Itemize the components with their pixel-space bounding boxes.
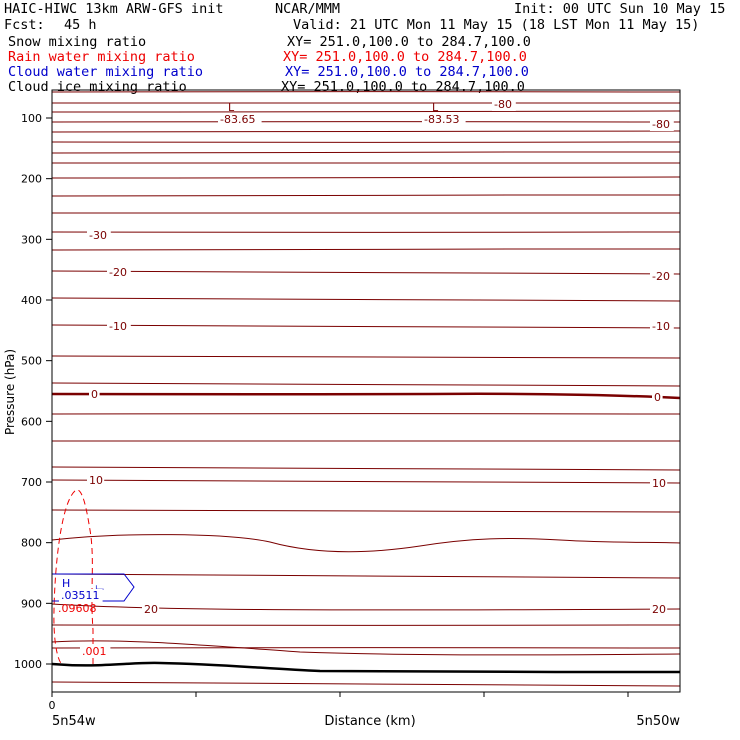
label-10-left-bg [87,474,105,487]
rain-water-contour-label-bg [80,645,111,658]
low-value-1-bg [218,113,262,126]
y-tick-label-2: 300 [21,233,42,246]
isotherm-line [51,382,681,387]
label-10-right: 10 [652,477,666,490]
ground-surface [51,661,681,674]
label-m80-right: -80 [652,118,670,131]
y-tick-label-6: 700 [21,476,42,489]
x-axis-label: Distance (km) [324,714,415,729]
isotherm-line [51,297,681,302]
isotherm-line [51,194,681,197]
isotherm-line [51,248,681,251]
label-m20-left: -20 [109,266,127,279]
rain-water-contour [53,489,94,665]
isotherm-wave [51,534,681,553]
plot-frame [51,89,681,693]
label-20-right: 20 [652,603,666,616]
y-tick-label-4: 500 [21,355,42,368]
label-0-left-bg [89,388,100,401]
label-m10-left-bg [107,320,131,333]
x-endpoint-right: 5n50w [636,714,680,729]
isotherm-line [51,509,681,513]
label-m20-right-bg [650,270,674,283]
legend-cloud-ice-xy: XY= 251.0,100.0 to 284.7,100.0 [281,79,525,95]
x-tick-label-0: 0 [49,699,56,712]
isotherm-contours [51,91,681,687]
label-10-right-bg [650,477,668,490]
low-value-2: -83.53 [424,113,459,126]
label-0-right: 0 [654,391,661,404]
legend-cloud-ice-label: Cloud ice mixing ratio [8,79,187,95]
low-value-2-bg [422,113,466,126]
high-marker: H [62,577,70,590]
label-m10-left: -10 [109,320,127,333]
label-m20-left-bg [107,266,131,279]
isotherm-line [51,176,681,179]
x-endpoint-left: 5n54w [52,714,96,729]
valid-time: Valid: 21 UTC Mon 11 May 15 (18 LST Mon … [293,17,700,33]
label-20-right-bg [650,603,668,616]
label-0-right-bg [652,391,663,404]
isotherm-line [51,130,681,133]
y-tick-label-5: 600 [21,415,42,428]
low-marker-1: L [228,101,235,114]
label-m80-top: -80 [494,98,512,111]
isotherm-line [51,573,681,579]
label-m10-right: -10 [652,320,670,333]
forecast-hours: 45 h [64,17,97,33]
legend-cloud-water-xy: XY= 251.0,100.0 to 284.7,100.0 [285,64,529,80]
label-m30: -30 [89,229,107,242]
label-10-left: 10 [89,474,103,487]
label-20-left-bg [142,603,160,616]
y-tick-label-9: 1000 [14,658,42,671]
rain-water-max: .09608 [58,602,97,615]
legend-rain-label: Rain water mixing ratio [8,49,195,65]
isotherm-line [51,355,681,359]
label-m80-right-bg [650,118,674,131]
rain-water-contour-label: .001 [82,645,107,658]
x-axis [51,692,629,697]
label-0-left: 0 [91,388,98,401]
isotherm-line [51,110,681,113]
isotherm-line [51,270,681,275]
legend-rain-xy: XY= 251.0,100.0 to 284.7,100.0 [283,49,527,65]
y-axis-label: Pressure (hPa) [3,349,17,435]
y-tick-label-3: 400 [21,294,42,307]
low-value-1: -83.65 [220,113,255,126]
legend-snow-label: Snow mixing ratio [8,34,147,50]
isotherm-20 [51,603,681,611]
isotherm-line [51,324,681,329]
cloud-water-max-bg [59,589,103,602]
label-m10-right-bg [650,320,674,333]
y-axis: 100 200 300 400 500 600 700 800 900 1000 [14,112,52,671]
isotherm-10 [51,479,681,484]
y-tick-label-0: 100 [21,112,42,125]
label-m20-right: -20 [652,270,670,283]
isotherm-line [51,466,681,471]
isotherm-line [51,151,681,154]
forecast-label: Fcst: [4,17,45,33]
cloud-water-max: .03511 [61,589,100,602]
init-time: Init: 00 UTC Sun 10 May 15 [514,1,726,17]
isotherm-line [51,681,681,687]
y-tick-label-7: 800 [21,537,42,550]
y-tick-label-8: 900 [21,597,42,610]
isotherm-lower [51,640,681,656]
low-marker-2: L [432,101,439,114]
org-label: NCAR/MMM [275,1,341,17]
isotherm-zero [51,392,681,400]
legend-snow-xy: XY= 251.0,100.0 to 284.7,100.0 [287,34,531,50]
label-20-left: 20 [144,603,158,616]
label-m80-top-bg [492,98,516,111]
model-title: HAIC-HIWC 13km ARW-GFS init [4,1,224,17]
legend-cloud-water-label: Cloud water mixing ratio [8,64,204,80]
label-m30-bg [87,229,111,242]
y-tick-label-1: 200 [21,173,42,186]
